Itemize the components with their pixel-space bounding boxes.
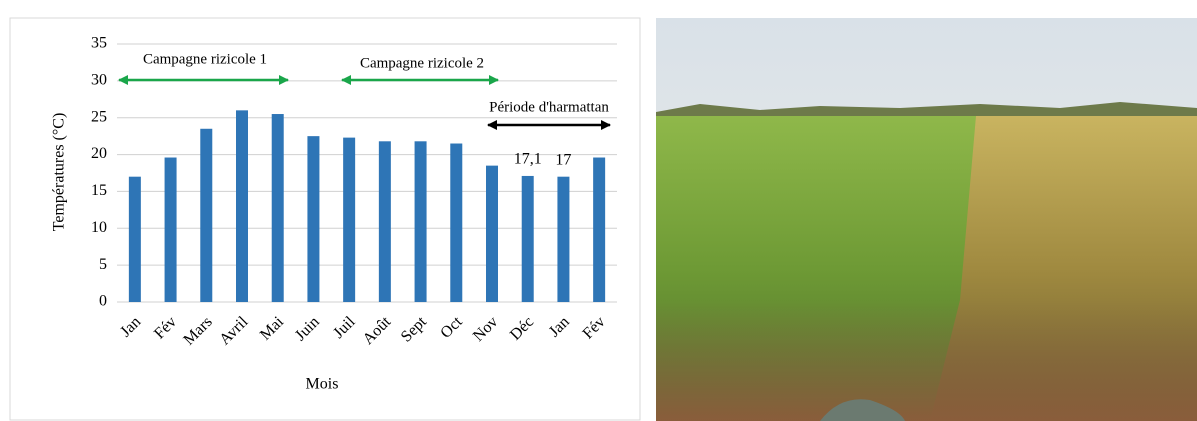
y-tick-label: 30 — [91, 72, 107, 89]
bar — [343, 137, 356, 302]
annotation-label: Période d'harmattan — [489, 99, 609, 115]
y-axis-title: Températures (°C) — [51, 113, 68, 232]
photo — [656, 18, 1197, 421]
bar — [200, 128, 213, 302]
chart-frame — [9, 17, 641, 421]
y-tick-label: 10 — [91, 219, 107, 236]
bar — [164, 157, 177, 302]
x-axis-title: Mois — [306, 376, 339, 393]
y-tick-label: 25 — [91, 108, 107, 125]
bar — [450, 143, 463, 302]
bar — [414, 141, 427, 302]
y-tick-label: 15 — [91, 182, 107, 199]
y-tick-label: 0 — [99, 293, 107, 310]
annotation-label: Campagne rizicole 2 — [360, 55, 484, 71]
bar — [128, 176, 141, 302]
bar — [486, 165, 498, 302]
y-tick-label: 5 — [99, 256, 107, 273]
bar — [236, 110, 248, 302]
bar — [271, 114, 284, 303]
bar — [307, 136, 320, 302]
bar — [378, 141, 391, 302]
annotation-label: Campagne rizicole 1 — [143, 51, 267, 67]
bar — [521, 175, 534, 302]
y-tick-label: 35 — [91, 35, 107, 52]
value-label: 17,1 — [514, 151, 542, 168]
bar — [557, 176, 570, 302]
y-tick-label: 20 — [91, 145, 107, 162]
bar — [593, 157, 606, 302]
value-label: 17 — [555, 151, 571, 168]
